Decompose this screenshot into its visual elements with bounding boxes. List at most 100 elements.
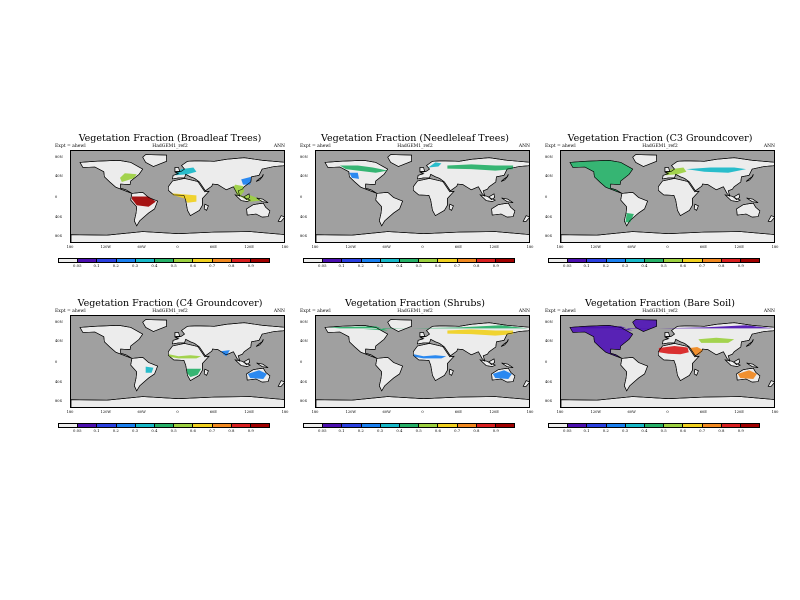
colorbar-tick-label: 0.1 [93,428,100,433]
colorbar-tick-label: 0.4 [151,428,158,433]
colorbar-tick-label: 0.7 [454,428,461,433]
coastline [79,160,144,194]
coastline [745,339,754,347]
colorbar [548,423,760,428]
colorbar-swatch [683,259,703,262]
colorbar-swatch [380,259,400,262]
longitude-tick-label: 180 [311,245,319,249]
coastline [662,157,774,197]
colorbar-tick-label: 0.6 [434,263,441,268]
coastline [142,319,167,332]
colorbar-tick-label: 0.2 [357,428,364,433]
colorbar-tick-label: 0.5 [660,428,667,433]
fraction-region-sahel [413,354,447,359]
longitude-tick-label: 0 [176,245,179,249]
continent-south-america [375,191,403,227]
experiment-label: Expt = ahewl [55,144,86,149]
longitude-tick-label: 180 [526,245,534,249]
map-svg [561,154,774,242]
longitude-tick-label: 120W [590,410,602,414]
map-panel: Vegetation Fraction (C4 Groundcover) Expt… [55,298,288,468]
latitude-tick-label: 80S [55,398,63,403]
colorbar-swatch [721,259,741,262]
colorbar-tick-label: 0.3 [132,263,139,268]
colorbar [58,258,270,263]
colorbar-swatch [740,424,760,427]
colorbar-tick-label: 0.7 [454,263,461,268]
colorbar-tick-label: 0.7 [209,263,216,268]
colorbar-tick-label: 0.7 [209,428,216,433]
colorbar-swatch [154,424,175,427]
colorbar [58,423,270,428]
coastline [632,319,657,332]
colorbar-tick-label: 0.3 [622,263,629,268]
colorbar-swatch [702,424,722,427]
fraction-region-australia [492,370,512,379]
map-svg [71,319,284,407]
coastline [664,332,671,338]
latitude-tick-label: 40S [545,379,553,384]
panel-title: Vegetation Fraction (Shrubs) [345,298,485,309]
longitude-tick-label: 120W [100,410,112,414]
latitude-tick-label: 80N [300,320,308,325]
colorbar-tick-label: 0.1 [583,428,590,433]
coastline [71,396,284,407]
colorbar-tick-label: 0.4 [641,263,648,268]
continent-antarctica [561,231,774,242]
colorbar-tick-label: 0.8 [473,428,480,433]
continent-greenland [632,154,657,167]
coastline [255,174,264,182]
colorbar-tick-label: 0.2 [112,263,119,268]
fraction-region-tundra [327,325,528,331]
longitude-tick-label: 60E [454,410,462,414]
fraction-region-north-america [570,160,633,194]
colorbar-swatch [323,259,343,262]
fraction-region-arabia [690,347,704,356]
longitude-tick-label: 120E [489,245,499,249]
coastline [488,193,495,200]
coastline [174,332,181,338]
fraction-region-greenland [632,319,657,332]
colorbar-swatch [664,259,684,262]
colorbar-swatch [304,424,324,427]
continent-greenland [387,154,412,167]
longitude-tick-label: 120E [244,245,254,249]
longitude-tick-label: 120W [100,245,112,249]
coastline [234,359,251,367]
colorbar-tick-label: 0.8 [718,263,725,268]
coastline [501,362,514,368]
colorbar-tick-label: 0.1 [338,428,345,433]
map-panel: Vegetation Fraction (C3 Groundcover) Expt… [545,133,778,303]
continent-south-america [375,356,403,392]
continent-antarctica [71,396,284,407]
continent-south-america [130,356,158,392]
colorbar-swatch [174,424,194,427]
fraction-region-scandinavia [428,162,442,168]
longitude-tick-label: 180 [281,245,289,249]
coastline [419,332,426,338]
colorbar-swatch [193,259,213,262]
coastline [277,380,284,387]
colorbar-tick-label: 0.9 [247,428,254,433]
coastline [413,343,455,381]
coastline [620,192,648,227]
coastline [172,322,284,362]
coastline [79,325,144,359]
colorbar-swatch [342,259,362,262]
coastline [419,167,426,173]
panel-title: Vegetation Fraction (Bare Soil) [585,298,735,309]
fraction-region-southern-africa [186,368,202,377]
coastline [724,194,741,202]
colorbar-swatch [495,424,515,427]
continent-greenland [142,319,167,332]
colorbar-swatch [212,424,232,427]
map-area [560,315,775,408]
continent-south-america [620,191,648,227]
colorbar-swatch [606,259,626,262]
coastline [174,167,181,173]
colorbar-swatch [625,424,645,427]
colorbar-swatch [78,259,98,262]
colorbar-swatch [683,424,703,427]
coastline [448,203,454,211]
colorbar-swatch [476,424,496,427]
